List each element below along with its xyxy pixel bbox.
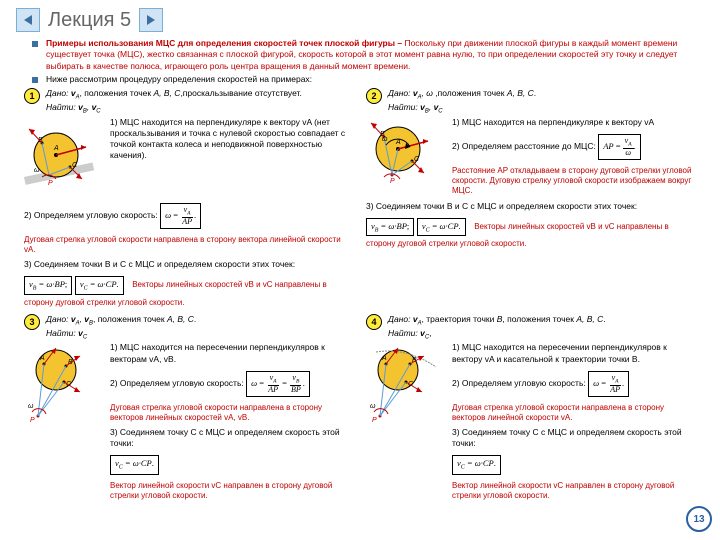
find-text: Найти: vC [46,328,354,342]
svg-text:ω: ω [382,136,388,143]
find-text: Найти: vC, [388,328,696,342]
formula: vC = ω·CP. [452,455,501,475]
note-text: Вектор линейной скорости vC направлен в … [452,481,696,501]
lecture-title: Лекция 5 [48,9,131,32]
svg-text:ω: ω [34,167,40,174]
formula: vC = ω·CP. [75,276,124,295]
formula: vC = ω·CP. [417,218,466,237]
diagram-1: A B C P ω [24,117,104,197]
subintro-bullet: Ниже рассмотрим процедуру определения ск… [32,74,688,85]
find-text: Найти: vB, vC [46,102,354,116]
example-number: 4 [366,314,382,330]
given-text: Дано: vA, ω ,положения точек A, B, C. [388,88,696,102]
svg-text:ω: ω [28,403,34,410]
note-text: Дуговая стрелка угловой скорости направл… [24,235,354,255]
svg-text:A: A [39,355,45,362]
note-text: Дуговая стрелка угловой скорости направл… [110,403,354,423]
formula: ω = vAAP. [160,203,201,229]
step-text: 3) Соединяем точку C с МЦС и определяем … [452,427,696,449]
svg-text:A: A [381,355,387,362]
step-text: 1) МЦС находится на перпендикуляре к век… [110,117,354,161]
diagram-2: A B C P ω [366,117,446,197]
example-1: 1 Дано: vA, положения точек A, B, C,прос… [24,88,354,308]
bullet-icon [32,41,38,47]
step-text: 1) МЦС находится на пересечении перпенди… [110,342,354,364]
example-number: 2 [366,88,382,104]
example-3: 3 Дано: vA, vB, положения точек A, B, C.… [24,314,354,502]
header: Лекция 5 [0,0,720,36]
formula-row: vB = ω·BP; vC = ω·CP. Векторы линейных с… [366,216,696,250]
subintro-text: Ниже рассмотрим процедуру определения ск… [46,74,312,85]
example-2: 2 Дано: vA, ω ,положения точек A, B, C. … [366,88,696,308]
step-text: 3) Соединяем точки B и C с МЦС и определ… [24,259,354,270]
step-text: 2) Определяем угловую скорость: [110,378,244,388]
intro-bold: Примеры использования МЦС для определени… [46,38,404,48]
step-row: 2) Определяем угловую скорость: ω = vAAP… [24,201,354,231]
bullet-icon [32,77,38,83]
svg-text:ω: ω [370,403,376,410]
svg-text:P: P [30,417,35,424]
note-text: Дуговая стрелка угловой скорости направл… [452,403,696,423]
step-text: 1) МЦС находится на перпендикуляре к век… [452,117,696,128]
given-text: Дано: vA, положения точек A, B, C,проска… [46,88,354,102]
note-text: Вектор линейной скорости vC направлен в … [110,481,354,501]
example-number: 1 [24,88,40,104]
step-text: 3) Соединяем точку C с МЦС и определяем … [110,427,354,449]
svg-text:C: C [414,156,420,163]
given-text: Дано: vA, vB, положения точек A, B, C. [46,314,354,328]
svg-text:P: P [390,178,395,185]
svg-text:P: P [48,180,53,187]
example-number: 3 [24,314,40,330]
svg-text:P: P [372,417,377,424]
formula: vB = ω·BP; [366,218,414,237]
step-text: 2) Определяем расстояние до МЦС: [452,141,596,151]
svg-text:A: A [53,145,59,152]
find-text: Найти: vB, vC [388,102,696,116]
formula: AP = vAω. [598,134,641,160]
step-text: 2) Определяем угловую скорость: [452,378,586,388]
step-text: 3) Соединяем точки B и C с МЦС и определ… [366,201,696,212]
formula-row: vB = ω·BP; vC = ω·CP. Векторы линейных с… [24,274,354,308]
formula: vC = ω·CP. [110,455,159,475]
formula: vB = ω·BP; [24,276,72,295]
diagram-3: A B C P ω [24,342,104,422]
formula: ω = vAAP. [588,371,629,397]
note-text: Расстояние AP откладываем в сторону дуго… [452,166,696,196]
diagram-4: A B C P ω [366,342,446,422]
step-text: 1) МЦС находится на пересечении перпенди… [452,342,696,364]
prev-button[interactable] [16,8,40,32]
examples-grid: 1 Дано: vA, положения точек A, B, C,прос… [0,88,720,501]
next-button[interactable] [139,8,163,32]
example-4: 4 Дано: vA, траектория точки B, положени… [366,314,696,502]
given-text: Дано: vA, траектория точки B, положения … [388,314,696,328]
step-text: 2) Определяем угловую скорость: [24,210,158,220]
svg-text:A: A [395,139,401,146]
page-number: 13 [686,506,712,532]
intro-bullet: Примеры использования МЦС для определени… [32,38,688,72]
formula: ω = vAAP = vBBP. [246,371,310,397]
